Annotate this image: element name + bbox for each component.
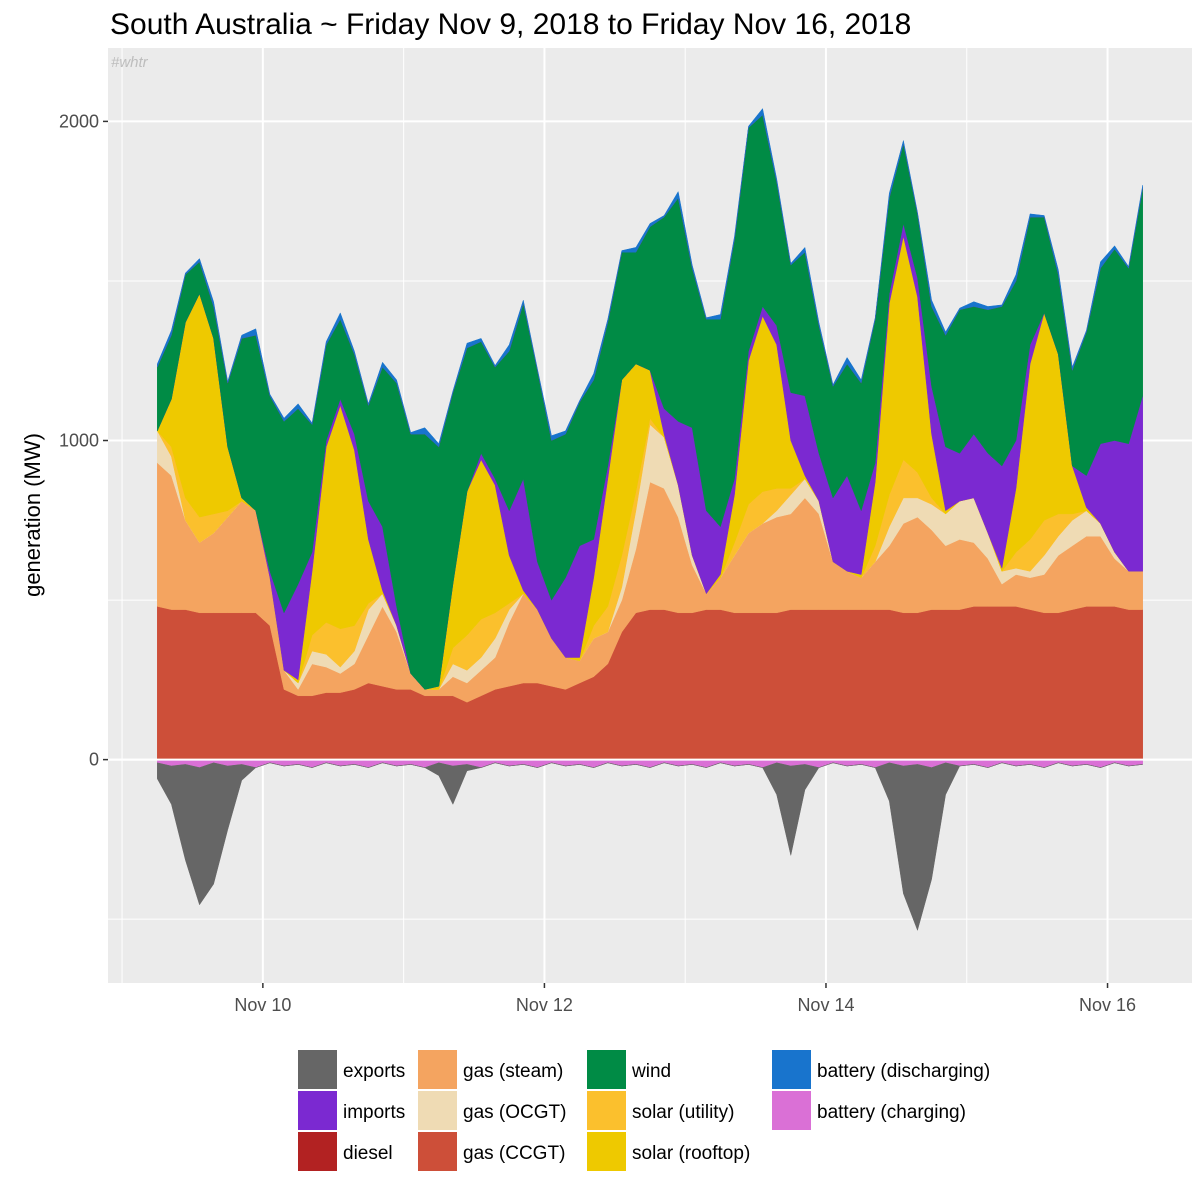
legend-label: battery (charging): [817, 1102, 966, 1123]
watermark: #whtr: [111, 54, 149, 71]
chart-title: South Australia ~ Friday Nov 9, 2018 to …: [110, 8, 911, 41]
x-tick-label: Nov 12: [516, 995, 573, 1015]
y-axis-label: generation (MW): [20, 433, 45, 597]
legend-item: diesel: [298, 1132, 393, 1171]
legend-item: gas (OCGT): [418, 1091, 566, 1130]
legend-label: imports: [343, 1102, 405, 1123]
legend-label: solar (rooftop): [632, 1143, 750, 1164]
legend-swatch: [418, 1132, 457, 1171]
legend-item: solar (utility): [587, 1091, 734, 1130]
x-tick-label: Nov 16: [1079, 995, 1136, 1015]
legend-label: solar (utility): [632, 1102, 734, 1123]
legend-label: gas (steam): [463, 1061, 563, 1082]
y-tick-label: 2000: [59, 111, 99, 131]
legend-item: wind: [587, 1050, 671, 1089]
legend-swatch: [587, 1050, 626, 1089]
x-axis: Nov 10 Nov 12 Nov 14 Nov 16: [234, 983, 1136, 1015]
legend-swatch: [772, 1050, 811, 1089]
x-tick-label: Nov 14: [797, 995, 854, 1015]
x-tick-label: Nov 10: [234, 995, 291, 1015]
legend-swatch: [298, 1091, 337, 1130]
legend-swatch: [298, 1132, 337, 1171]
legend-label: exports: [343, 1061, 405, 1082]
area-battery-discharging: [157, 108, 1143, 448]
legend-item: battery (charging): [772, 1091, 966, 1130]
legend-item: imports: [298, 1091, 405, 1130]
legend-label: diesel: [343, 1143, 393, 1164]
legend-item: gas (steam): [418, 1050, 563, 1089]
legend-item: battery (discharging): [772, 1050, 990, 1089]
legend-swatch: [298, 1050, 337, 1089]
legend-item: solar (rooftop): [587, 1132, 750, 1171]
legend-label: gas (OCGT): [463, 1102, 566, 1123]
legend-swatch: [587, 1132, 626, 1171]
legend-item: gas (CCGT): [418, 1132, 565, 1171]
y-axis: 0 1000 2000: [59, 111, 108, 770]
legend-label: gas (CCGT): [463, 1143, 565, 1164]
legend-label: wind: [631, 1061, 671, 1082]
legend-label: battery (discharging): [817, 1061, 990, 1082]
y-tick-label: 1000: [59, 431, 99, 451]
legend-swatch: [587, 1091, 626, 1130]
y-tick-label: 0: [89, 750, 99, 770]
legend-swatch: [772, 1091, 811, 1130]
legend-swatch: [418, 1050, 457, 1089]
legend-item: exports: [298, 1050, 405, 1089]
legend: exports imports diesel gas (steam) gas (OCGT…: [298, 1050, 990, 1171]
stacked-areas: [157, 108, 1143, 932]
legend-swatch: [418, 1091, 457, 1130]
area-exports: [157, 762, 1143, 932]
